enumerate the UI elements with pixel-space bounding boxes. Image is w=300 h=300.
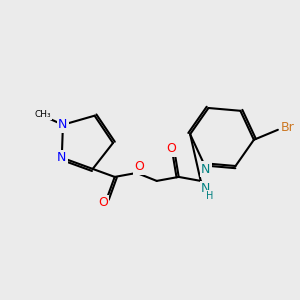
Text: N: N — [201, 163, 210, 176]
Text: Br: Br — [281, 121, 295, 134]
Text: O: O — [166, 142, 176, 155]
Text: O: O — [98, 196, 108, 209]
Text: N: N — [58, 118, 68, 131]
Text: N: N — [201, 182, 210, 195]
Text: CH₃: CH₃ — [34, 110, 51, 119]
Text: N: N — [57, 151, 67, 164]
Text: H: H — [206, 191, 213, 201]
Text: O: O — [134, 160, 144, 173]
